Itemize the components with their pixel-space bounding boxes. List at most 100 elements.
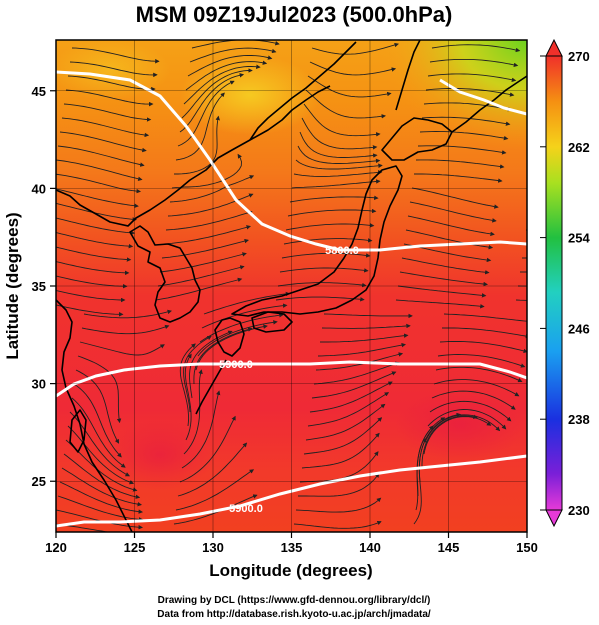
streamline (311, 42, 399, 55)
streamline (275, 296, 365, 302)
streamline (277, 282, 367, 288)
streamline (528, 206, 599, 216)
streamline (429, 400, 512, 422)
contour-5800-top (439, 78, 527, 116)
streamline (536, 160, 599, 164)
coastlines (56, 40, 527, 532)
streamline (183, 335, 212, 413)
streamline (305, 89, 386, 119)
streamline (323, 313, 413, 319)
streamline (56, 173, 141, 194)
streamline (71, 397, 126, 468)
x-axis-label: Longitude (degrees) (209, 561, 372, 580)
streamline (298, 472, 380, 497)
streamline (413, 437, 427, 525)
credit-drawing: Drawing by DCL (https://www.gfd-dennou.o… (158, 595, 431, 606)
streamline (183, 64, 261, 105)
sakhalin-coast (395, 40, 421, 111)
streamline (293, 170, 383, 177)
streamline (321, 323, 411, 329)
colorbar-scale (545, 55, 563, 511)
streamline (423, 102, 513, 112)
streamline (421, 414, 478, 468)
streamline (399, 271, 488, 287)
streamline (431, 44, 521, 53)
streamline (57, 495, 144, 522)
streamline (309, 381, 393, 413)
colorbar-tick-label: 254 (568, 231, 590, 246)
streamline (419, 131, 509, 141)
x-tick-label: 125 (124, 540, 146, 555)
streamline (161, 238, 249, 259)
streamline (299, 131, 378, 158)
streamline (57, 145, 145, 167)
warm-anomaly (180, 55, 320, 135)
streamline (283, 238, 373, 245)
streamline (534, 524, 599, 542)
streamline (317, 342, 406, 357)
taiwan-coast (69, 409, 87, 453)
streamline (427, 409, 507, 430)
streamline (179, 73, 245, 133)
map-title: MSM 09Z19Jul2023 (500.0hPa) (136, 2, 453, 27)
x-tick-label: 135 (281, 540, 303, 555)
streamline (320, 333, 409, 343)
x-tick-label: 120 (45, 540, 67, 555)
streamline (560, 338, 599, 343)
x-tick-label: 130 (202, 540, 224, 555)
streamline (301, 117, 378, 150)
korea-coast (129, 225, 201, 323)
streamline (307, 75, 392, 98)
streamline (295, 497, 382, 513)
x-axis: 120 125 130 135 140 145 150 (45, 532, 538, 555)
streamline (73, 383, 122, 458)
streamline (173, 494, 258, 525)
streamline (291, 179, 381, 189)
streamline (303, 417, 383, 455)
contour-label-north: 5800.0 (325, 245, 359, 257)
streamline (435, 366, 523, 383)
y-tick-label: 25 (32, 474, 46, 489)
x-tick-label: 140 (359, 540, 381, 555)
streamline (293, 520, 382, 529)
streamline (201, 303, 288, 329)
streamline (195, 324, 268, 371)
streamline (311, 371, 397, 399)
streamline (425, 87, 515, 97)
streamline (56, 188, 139, 208)
streamline (174, 115, 220, 175)
wind-streamlines (56, 40, 599, 542)
streamline (175, 469, 255, 511)
streamline (181, 68, 253, 119)
streamline (427, 73, 517, 82)
streamline (171, 153, 242, 189)
streamline (69, 61, 158, 78)
streamline (401, 257, 490, 275)
streamline (439, 340, 527, 354)
primorye-coast (249, 41, 357, 141)
streamline (56, 290, 126, 303)
streamline (59, 481, 143, 514)
colorbar-tick-label: 270 (568, 49, 590, 64)
y-axis-label: Latitude (degrees) (3, 212, 22, 359)
streamline (534, 174, 599, 177)
kuril-chain (451, 75, 527, 133)
streamline (179, 343, 196, 427)
streamline (297, 145, 381, 164)
streamline (79, 341, 165, 356)
streamline (443, 313, 527, 322)
streamline (159, 252, 247, 273)
streamline (71, 47, 160, 64)
credit-data: Data from http://database.rish.kyoto-u.a… (157, 609, 431, 620)
streamline (189, 47, 277, 63)
y-tick-label: 40 (32, 181, 46, 196)
streamline (193, 327, 253, 385)
streamline (175, 92, 225, 161)
honshu-coast (231, 165, 403, 317)
streamline (197, 320, 278, 357)
streamline (61, 467, 142, 507)
streamline (63, 103, 152, 122)
streamline (56, 232, 134, 249)
grid-lines (56, 40, 527, 532)
